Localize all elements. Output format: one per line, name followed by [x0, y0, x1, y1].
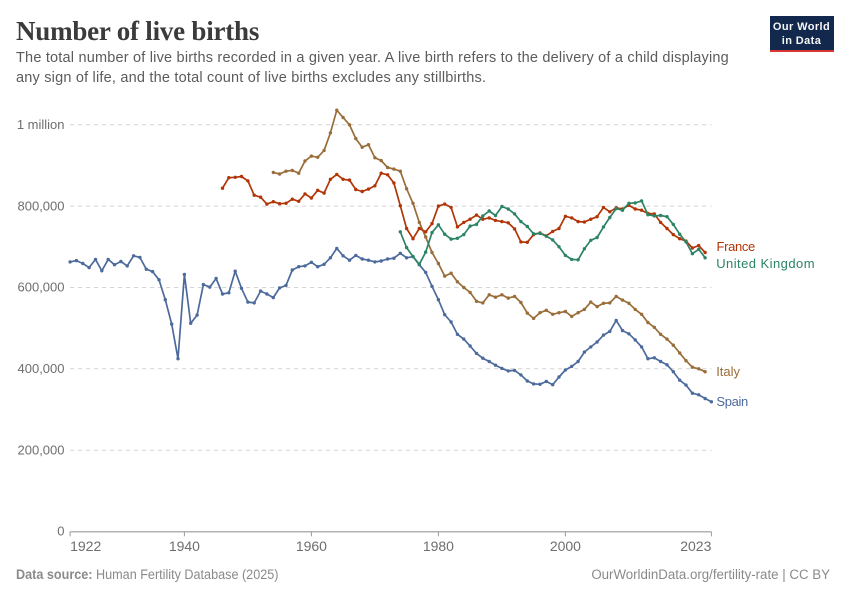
svg-text:1960: 1960 [296, 538, 327, 554]
svg-text:United Kingdom: United Kingdom [716, 256, 815, 271]
svg-text:France: France [717, 239, 755, 254]
svg-text:800,000: 800,000 [18, 198, 65, 213]
svg-text:Italy: Italy [716, 364, 740, 379]
svg-text:0: 0 [57, 524, 64, 539]
svg-text:200,000: 200,000 [18, 442, 65, 457]
svg-text:2000: 2000 [550, 538, 581, 554]
svg-text:2023: 2023 [680, 538, 711, 554]
svg-text:1 million: 1 million [17, 117, 65, 132]
svg-text:600,000: 600,000 [18, 280, 65, 295]
svg-text:400,000: 400,000 [18, 361, 65, 376]
svg-text:1922: 1922 [70, 538, 101, 554]
svg-text:1980: 1980 [423, 538, 454, 554]
svg-text:Spain: Spain [716, 394, 748, 409]
svg-text:1940: 1940 [169, 538, 200, 554]
